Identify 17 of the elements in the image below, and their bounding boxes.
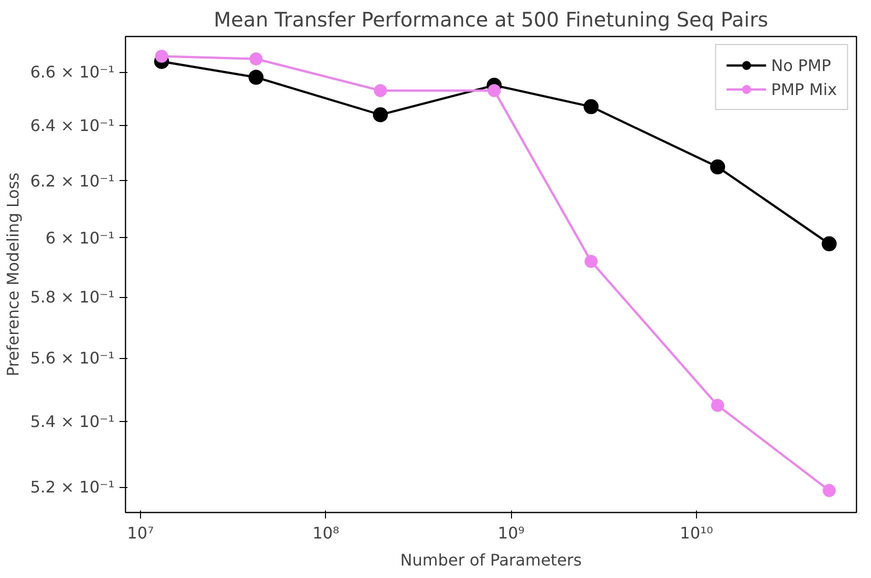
x-axis-title: Number of Parameters	[400, 550, 582, 570]
x-tick-label: 10⁷	[127, 524, 154, 542]
y-tick-label: 5.8 × 10⁻¹	[30, 288, 115, 307]
legend-label: PMP Mix	[771, 80, 837, 98]
y-tick-label: 6 × 10⁻¹	[46, 228, 115, 248]
y-tick-label: 6.2 × 10⁻¹	[30, 171, 115, 190]
x-tick-label: 10⁹	[498, 524, 525, 542]
x-tick-label: 10⁸	[312, 524, 340, 542]
chart-title: Mean Transfer Performance at 500 Finetuning Seq Pairs	[214, 8, 768, 32]
y-tick-label: 5.6 × 10⁻¹	[30, 348, 115, 368]
y-tick-label: 5.4 × 10⁻¹	[30, 412, 115, 431]
y-tick-label: 5.2 × 10⁻¹	[30, 478, 115, 497]
y-tick-label: 6.4 × 10⁻¹	[30, 116, 115, 136]
y-axis-title: Preference Modeling Loss	[3, 172, 22, 376]
y-tick-label: 6.6 × 10⁻¹	[30, 62, 115, 82]
legend-label: No PMP	[771, 56, 832, 74]
x-tick-label: 10¹⁰	[680, 524, 714, 542]
